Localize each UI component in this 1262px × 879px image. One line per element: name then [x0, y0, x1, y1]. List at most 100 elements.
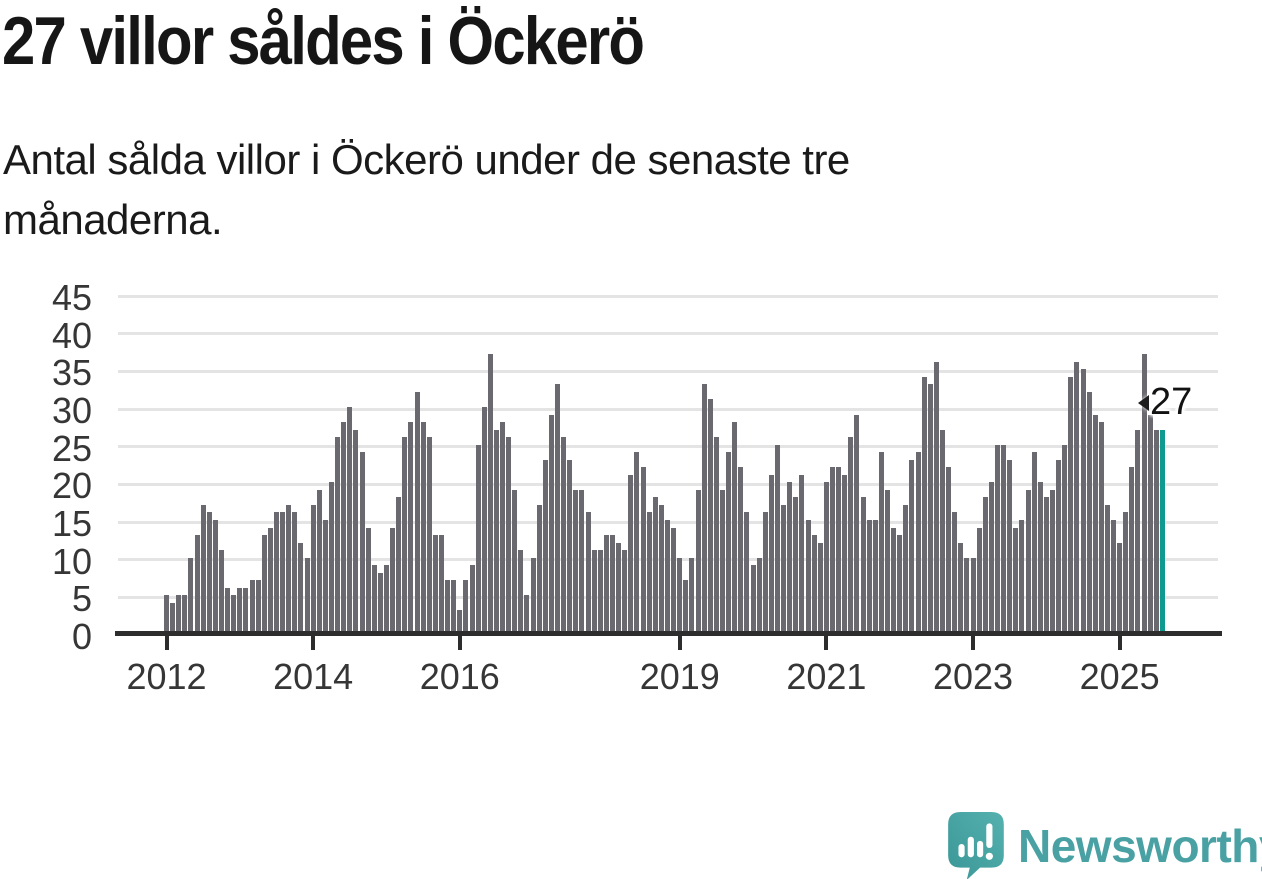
bar — [1153, 429, 1159, 633]
bar — [182, 595, 188, 633]
bar — [573, 489, 579, 633]
bar — [518, 550, 524, 633]
bar — [237, 587, 243, 633]
bar — [652, 497, 658, 633]
bar — [787, 482, 793, 633]
bar — [775, 444, 780, 633]
bar — [732, 422, 738, 633]
bar — [933, 361, 939, 633]
bar — [1068, 376, 1074, 633]
bar — [402, 437, 408, 633]
bar — [218, 550, 224, 633]
bar — [170, 602, 176, 633]
bar — [298, 542, 304, 633]
bar — [939, 429, 945, 633]
bar — [1135, 429, 1141, 633]
bar — [903, 504, 909, 633]
bar — [823, 482, 829, 633]
bar — [591, 550, 597, 633]
bar — [457, 610, 463, 633]
bar — [878, 452, 884, 633]
bar — [964, 557, 970, 633]
bar — [390, 527, 396, 633]
x-axis-tick — [677, 636, 682, 650]
bar — [445, 580, 451, 633]
bar — [683, 580, 689, 633]
bar — [512, 489, 518, 633]
y-axis-label: 0 — [71, 616, 92, 657]
bar — [365, 527, 371, 633]
bar — [994, 444, 1000, 633]
x-axis-label: 2014 — [273, 656, 354, 697]
bar — [536, 504, 542, 633]
bar — [493, 429, 499, 633]
y-axis-label: 20 — [51, 465, 92, 507]
x-axis-label: 2025 — [1079, 656, 1160, 697]
bar — [585, 512, 591, 633]
bar — [420, 422, 426, 633]
bar — [1007, 459, 1013, 633]
bar — [720, 489, 725, 633]
bar — [261, 535, 267, 633]
bar — [1123, 512, 1129, 633]
bar — [542, 459, 548, 633]
bar — [616, 542, 622, 633]
bar — [1037, 482, 1043, 633]
bar — [1062, 444, 1068, 633]
bar — [267, 527, 273, 633]
bar — [426, 437, 432, 633]
bar — [481, 407, 487, 633]
bar — [273, 512, 279, 633]
bar — [805, 520, 811, 633]
bar — [750, 565, 756, 633]
gridline — [118, 332, 1218, 336]
bar — [1080, 369, 1086, 633]
x-axis-tick — [311, 636, 316, 650]
bar — [848, 437, 854, 633]
bar — [500, 422, 506, 633]
x-axis-label: 2012 — [126, 656, 207, 697]
bar — [341, 422, 347, 633]
gridline — [118, 369, 1218, 373]
gridline — [118, 445, 1218, 449]
bar — [1074, 361, 1080, 633]
bar — [909, 459, 915, 633]
bar — [628, 474, 634, 633]
bar — [194, 535, 200, 633]
bar — [689, 557, 695, 633]
bar — [567, 459, 573, 633]
bar — [781, 504, 787, 633]
y-axis-label: 35 — [51, 352, 92, 394]
bar — [438, 535, 444, 633]
y-axis-label: 25 — [51, 427, 92, 469]
bar — [561, 437, 567, 633]
annotation-arrow-icon — [1138, 394, 1149, 411]
bar — [799, 474, 805, 633]
bar — [1013, 527, 1019, 633]
bar — [475, 444, 481, 633]
bar — [200, 504, 206, 633]
bar — [597, 550, 603, 633]
bar — [1043, 497, 1049, 633]
x-axis-label: 2023 — [932, 656, 1014, 697]
bar — [310, 504, 316, 633]
y-axis-label: 45 — [51, 277, 92, 318]
bar — [671, 527, 677, 633]
bar — [1104, 504, 1110, 633]
bar — [842, 474, 848, 633]
chart-title: 27 villor såldes i Öckerö — [2, 3, 645, 79]
bar — [164, 595, 169, 633]
bar — [377, 572, 383, 633]
bar — [762, 512, 768, 633]
x-axis-tick — [824, 636, 829, 650]
bar — [829, 467, 835, 633]
bar — [1056, 459, 1062, 633]
bar — [1141, 354, 1147, 633]
bar — [1129, 467, 1135, 633]
bar — [396, 497, 402, 633]
bar — [640, 467, 646, 633]
bar — [726, 452, 732, 633]
y-axis-label: 10 — [51, 540, 92, 582]
gridline — [118, 407, 1218, 411]
